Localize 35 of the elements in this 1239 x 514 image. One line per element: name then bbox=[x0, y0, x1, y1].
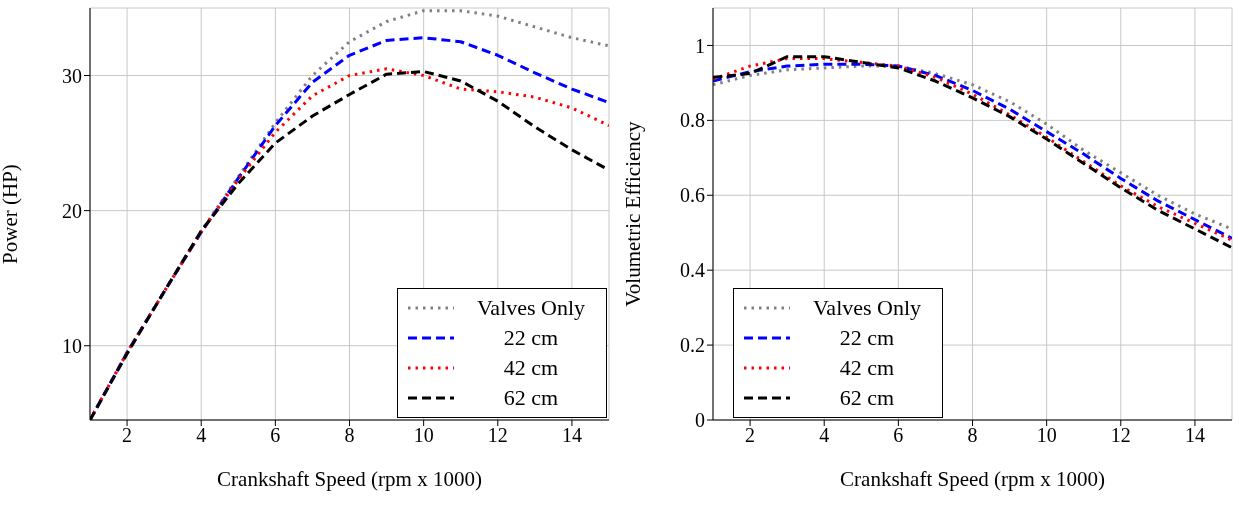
x-tick-label: 8 bbox=[967, 424, 978, 447]
y-tick-label: 0.6 bbox=[680, 184, 705, 207]
legend-label: 62 cm bbox=[502, 385, 560, 411]
x-tick-label: 12 bbox=[487, 424, 508, 447]
y-tick-label: 1 bbox=[695, 34, 705, 57]
y-tick-label: 30 bbox=[62, 64, 82, 87]
legend-label: 42 cm bbox=[502, 355, 560, 381]
legend-label: 42 cm bbox=[838, 355, 896, 381]
x-axis-title: Crankshaft Speed (rpm x 1000) bbox=[840, 467, 1105, 491]
x-tick-label: 2 bbox=[122, 424, 133, 447]
y-tick-label: 0.4 bbox=[680, 259, 705, 282]
x-tick-label: 10 bbox=[1036, 424, 1057, 447]
y-tick-label: 0 bbox=[695, 409, 705, 432]
x-tick-label: 14 bbox=[1184, 424, 1205, 447]
x-axis-title: Crankshaft Speed (rpm x 1000) bbox=[217, 467, 482, 491]
x-tick-label: 14 bbox=[561, 424, 582, 447]
y-axis-title: Volumetric Efficiency bbox=[621, 120, 646, 307]
x-tick-label: 4 bbox=[819, 424, 830, 447]
y-axis-title: Power (HP) bbox=[0, 164, 23, 264]
legend-label: 22 cm bbox=[838, 325, 896, 351]
legend-label: Valves Only bbox=[475, 295, 587, 321]
x-tick-label: 6 bbox=[270, 424, 281, 447]
y-tick-label: 0.8 bbox=[680, 109, 705, 132]
x-tick-label: 2 bbox=[745, 424, 756, 447]
x-tick-label: 10 bbox=[413, 424, 434, 447]
x-tick-label: 4 bbox=[196, 424, 207, 447]
legend-label: 62 cm bbox=[838, 385, 896, 411]
x-tick-label: 12 bbox=[1110, 424, 1131, 447]
x-tick-label: 8 bbox=[344, 424, 355, 447]
y-tick-label: 0.2 bbox=[680, 334, 705, 357]
legend-label: Valves Only bbox=[811, 295, 923, 321]
x-tick-label: 6 bbox=[893, 424, 904, 447]
y-tick-label: 10 bbox=[62, 334, 82, 357]
y-tick-label: 20 bbox=[62, 199, 82, 222]
legend-label: 22 cm bbox=[502, 325, 560, 351]
